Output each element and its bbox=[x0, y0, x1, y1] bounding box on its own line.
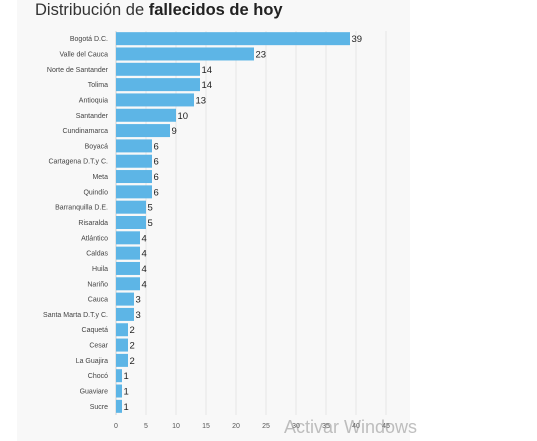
category-label-9: Meta bbox=[92, 174, 108, 181]
data-label-21: 2 bbox=[130, 356, 135, 367]
data-label-9: 6 bbox=[154, 172, 159, 183]
data-label-24: 1 bbox=[124, 402, 129, 413]
bar-7 bbox=[116, 139, 152, 153]
x-tick-label-3: 15 bbox=[202, 423, 210, 430]
bar-24 bbox=[116, 399, 122, 413]
bar-5 bbox=[116, 108, 176, 122]
data-label-3: 14 bbox=[202, 80, 213, 91]
data-label-12: 5 bbox=[148, 218, 153, 229]
data-label-16: 4 bbox=[142, 279, 147, 290]
bar-14 bbox=[116, 246, 140, 260]
x-tick-label-6: 30 bbox=[292, 423, 300, 430]
bar-18 bbox=[116, 307, 134, 321]
bar-20 bbox=[116, 338, 128, 352]
category-label-19: Caquetá bbox=[82, 327, 109, 334]
category-label-10: Quindío bbox=[83, 189, 108, 196]
bar-8 bbox=[116, 154, 152, 168]
category-label-5: Santander bbox=[76, 113, 109, 120]
data-label-0: 39 bbox=[352, 34, 363, 45]
category-label-0: Bogotá D.C. bbox=[70, 36, 108, 43]
category-label-2: Norte de Santander bbox=[47, 67, 109, 74]
data-label-19: 2 bbox=[130, 325, 135, 336]
data-label-20: 2 bbox=[130, 341, 135, 352]
x-tick-label-4: 20 bbox=[232, 423, 240, 430]
data-label-10: 6 bbox=[154, 187, 159, 198]
category-label-1: Valle del Cauca bbox=[59, 51, 108, 58]
data-label-13: 4 bbox=[142, 233, 147, 244]
category-label-17: Cauca bbox=[88, 297, 108, 304]
bar-22 bbox=[116, 369, 122, 383]
data-label-8: 6 bbox=[154, 157, 159, 168]
data-label-18: 3 bbox=[136, 310, 141, 321]
bar-1 bbox=[116, 47, 254, 61]
category-label-7: Boyacá bbox=[85, 143, 108, 150]
category-label-14: Caldas bbox=[86, 251, 108, 258]
bar-21 bbox=[116, 353, 128, 367]
bar-4 bbox=[116, 93, 194, 107]
category-label-15: Huila bbox=[92, 266, 108, 273]
data-label-11: 5 bbox=[148, 203, 153, 214]
category-label-3: Tolima bbox=[88, 82, 108, 89]
bar-15 bbox=[116, 261, 140, 275]
chart-title: Distribución de fallecidos de hoy bbox=[35, 0, 283, 20]
data-label-6: 9 bbox=[172, 126, 177, 137]
category-label-22: Chocó bbox=[88, 373, 108, 380]
x-tick-label-9: 45 bbox=[382, 423, 390, 430]
bar-3 bbox=[116, 78, 200, 92]
category-label-16: Nariño bbox=[87, 281, 108, 288]
bar-9 bbox=[116, 170, 152, 184]
x-tick-label-1: 5 bbox=[144, 423, 148, 430]
chart-title-prefix: Distribución de bbox=[35, 1, 145, 19]
bar-13 bbox=[116, 231, 140, 245]
right-blank-area bbox=[410, 0, 537, 441]
category-label-18: Santa Marta D.T.y C. bbox=[43, 312, 108, 319]
data-label-1: 23 bbox=[256, 49, 267, 60]
x-tick-label-5: 25 bbox=[262, 423, 270, 430]
data-label-5: 10 bbox=[178, 111, 189, 122]
category-label-20: Cesar bbox=[89, 343, 108, 350]
category-label-11: Barranquilla D.E. bbox=[55, 205, 108, 212]
chart-title-bold: fallecidos de hoy bbox=[148, 1, 283, 19]
x-tick-label-0: 0 bbox=[114, 423, 118, 430]
x-tick-label-8: 40 bbox=[352, 423, 360, 430]
bar-16 bbox=[116, 277, 140, 291]
category-label-13: Atlántico bbox=[81, 235, 108, 242]
data-label-2: 14 bbox=[202, 65, 213, 76]
category-label-21: La Guajira bbox=[76, 358, 108, 365]
category-label-8: Cartagena D.T.y C. bbox=[48, 159, 108, 166]
x-tick-label-7: 35 bbox=[322, 423, 330, 430]
x-tick-label-2: 10 bbox=[172, 423, 180, 430]
data-label-7: 6 bbox=[154, 141, 159, 152]
bar-12 bbox=[116, 216, 146, 229]
bar-19 bbox=[116, 323, 128, 337]
category-label-12: Risaralda bbox=[78, 220, 108, 227]
bar-17 bbox=[116, 292, 134, 306]
data-label-17: 3 bbox=[136, 295, 141, 306]
category-label-24: Sucre bbox=[90, 404, 108, 411]
category-label-23: Guaviare bbox=[80, 389, 109, 396]
category-label-6: Cundinamarca bbox=[62, 128, 108, 135]
windows-activation-watermark: Activar Windows bbox=[284, 417, 418, 437]
data-label-15: 4 bbox=[142, 264, 147, 275]
bar-6 bbox=[116, 124, 170, 138]
category-label-4: Antioquia bbox=[79, 97, 108, 104]
bar-2 bbox=[116, 62, 200, 76]
data-label-23: 1 bbox=[124, 387, 129, 398]
data-label-14: 4 bbox=[142, 249, 147, 260]
bar-10 bbox=[116, 185, 152, 199]
chart-panel bbox=[17, 0, 410, 441]
data-label-22: 1 bbox=[124, 371, 129, 382]
bar-11 bbox=[116, 200, 146, 214]
bar-0 bbox=[116, 32, 350, 46]
bar-23 bbox=[116, 384, 122, 398]
data-label-4: 13 bbox=[196, 95, 207, 106]
